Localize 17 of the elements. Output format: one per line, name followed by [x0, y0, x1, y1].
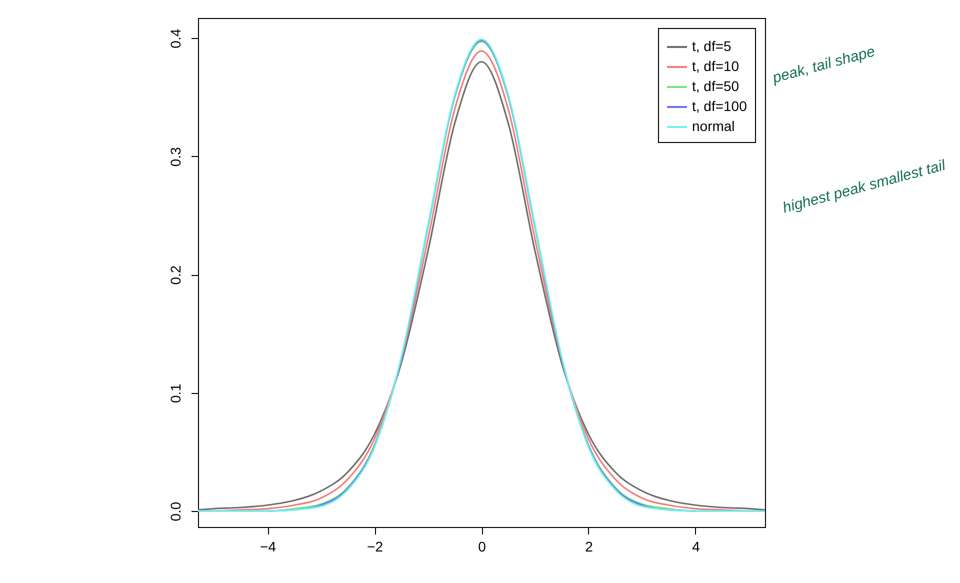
y-tick-label: 0.1: [168, 383, 184, 404]
x-tick-label: −4: [260, 538, 276, 554]
x-tick-label: 2: [585, 538, 594, 554]
legend-label: t, df=5: [692, 38, 732, 54]
legend-label: normal: [692, 118, 735, 134]
text: highest peak smallest tail: [780, 156, 948, 217]
legend-label: t, df=50: [692, 78, 740, 94]
x-tick-label: −2: [367, 538, 384, 554]
x-tick-label: 0: [478, 538, 486, 554]
y-tick-label: 0.0: [168, 502, 184, 522]
text: peak, tail shape: [770, 43, 877, 87]
legend-label: t, df=10: [692, 58, 740, 74]
y-tick-label: 0.3: [168, 146, 184, 167]
x-tick-label: 4: [692, 538, 700, 554]
legend-label: t, df=100: [692, 98, 748, 114]
y-tick-label: 0.2: [168, 265, 184, 285]
y-tick-label: 0.4: [168, 28, 184, 48]
